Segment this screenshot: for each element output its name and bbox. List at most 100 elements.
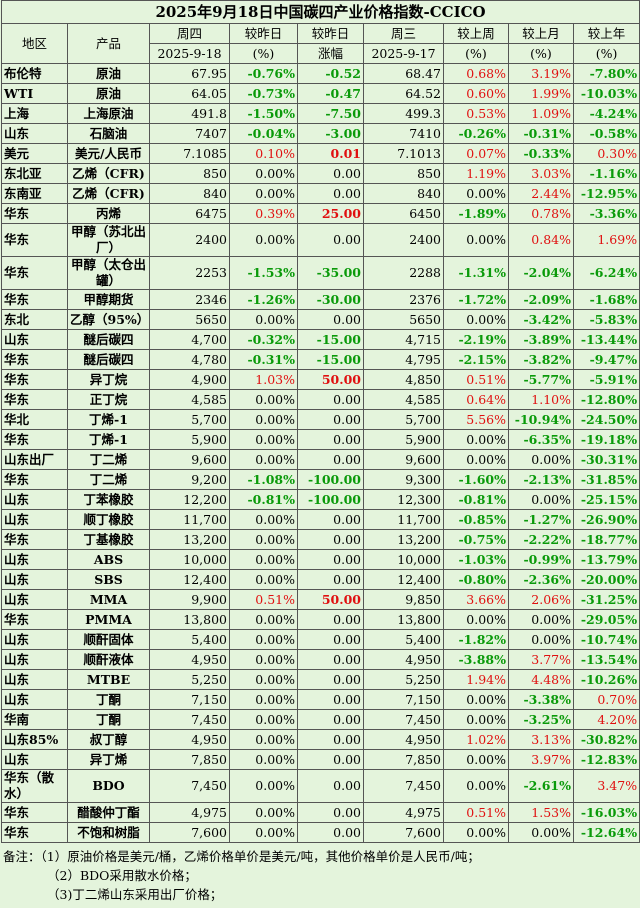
- table-cell: -2.36%: [508, 569, 574, 590]
- table-cell: 3.03%: [508, 163, 574, 184]
- table-cell: 4,950: [363, 729, 444, 750]
- table-cell: -5.83%: [572, 309, 640, 330]
- table-row: 山东 MTBE 5,250 0.00% 0.00 5,250 1.94% 4.48% -10.2…: [1, 669, 640, 690]
- table-cell: MTBE: [67, 669, 150, 690]
- table-cell: 840: [149, 183, 230, 204]
- table-cell: -100.00: [297, 489, 364, 510]
- table-row: 华东 丁基橡胶 13,200 0.00% 0.00 13,200 -0.75% -2.22% -…: [1, 529, 640, 550]
- table-cell: -1.53%: [229, 256, 298, 290]
- table-cell: -7.80%: [572, 63, 640, 84]
- table-cell: 山东: [1, 749, 68, 770]
- table-row: 上海 上海原油 491.8 -1.50% -7.50 499.3 0.53% 1.09% -4.…: [1, 103, 640, 124]
- table-cell: 68.47: [363, 63, 444, 84]
- table-cell: 0.00%: [229, 223, 298, 257]
- note-line: （2）BDO采用散水价格；: [47, 868, 197, 883]
- title: 2025年9月18日中国碳四产业价格指数-CCICO: [0, 0, 640, 24]
- table-row: 华东 甲醇期货 2346 -1.26% -30.00 2376 -1.72% -2.09% -1…: [1, 289, 640, 310]
- table-cell: 华东（散水）: [1, 769, 68, 803]
- table-cell: 2253: [149, 256, 230, 290]
- table-cell: 0.00%: [229, 569, 298, 590]
- table-cell: -0.81%: [229, 489, 298, 510]
- table-cell: -13.44%: [572, 329, 640, 350]
- table-cell: -0.31%: [508, 123, 574, 144]
- table-cell: 0.60%: [443, 83, 509, 104]
- table-cell: 0.00: [297, 769, 364, 803]
- table-cell: 0.00%: [508, 449, 574, 470]
- table-cell: 山东: [1, 589, 68, 610]
- table-cell: -1.89%: [443, 203, 509, 224]
- table-cell: 东北亚: [1, 163, 68, 184]
- table-cell: 0.00: [297, 669, 364, 690]
- table-cell: 5,250: [363, 669, 444, 690]
- table-row: 山东 SBS 12,400 0.00% 0.00 12,400 -0.80% -2.36% -2…: [1, 569, 640, 590]
- table-cell: 50.00: [297, 589, 364, 610]
- table-cell: 0.00%: [229, 449, 298, 470]
- table-cell: -0.99%: [508, 549, 574, 570]
- table-cell: 山东85%: [1, 729, 68, 750]
- table-cell: 0.51%: [443, 802, 509, 823]
- table-cell: 0.00: [297, 569, 364, 590]
- table-cell: 0.00%: [229, 429, 298, 450]
- table-cell: 2346: [149, 289, 230, 310]
- table-cell: 1.03%: [229, 369, 298, 390]
- table-cell: -0.76%: [229, 63, 298, 84]
- table-cell: -7.50: [297, 103, 364, 124]
- table-cell: -2.09%: [508, 289, 574, 310]
- table-cell: 4,585: [149, 389, 230, 410]
- table-cell: 山东: [1, 509, 68, 530]
- table-cell: -16.03%: [572, 802, 640, 823]
- table-cell: 0.00%: [443, 309, 509, 330]
- table-cell: 0.00: [297, 802, 364, 823]
- table-cell: 0.84%: [508, 223, 574, 257]
- table-cell: 叔丁醇: [67, 729, 150, 750]
- header-cell: 地区: [1, 23, 68, 64]
- table-cell: 醚后碳四: [67, 349, 150, 370]
- table-cell: 华东: [1, 822, 68, 843]
- table-cell: -0.75%: [443, 529, 509, 550]
- table-cell: -3.25%: [508, 709, 574, 730]
- table-cell: 0.00%: [443, 769, 509, 803]
- table-cell: 0.00: [297, 449, 364, 470]
- table-cell: 4,850: [363, 369, 444, 390]
- table-cell: -0.81%: [443, 489, 509, 510]
- table-cell: 3.13%: [508, 729, 574, 750]
- table-cell: 0.00: [297, 409, 364, 430]
- table-cell: 7.1013: [363, 143, 444, 164]
- table-cell: -3.00: [297, 123, 364, 144]
- table-row: 华东 甲醇（苏北出厂） 2400 0.00% 0.00 2400 0.00% 0.84% 1.6…: [1, 223, 640, 257]
- table-cell: -2.61%: [508, 769, 574, 803]
- table-cell: 华南: [1, 709, 68, 730]
- table-cell: PMMA: [67, 609, 150, 630]
- table-cell: 7,150: [149, 689, 230, 710]
- table-cell: 华东: [1, 289, 68, 310]
- table-cell: -2.19%: [443, 329, 509, 350]
- table-cell: 0.51%: [443, 369, 509, 390]
- table-cell: 5,250: [149, 669, 230, 690]
- table-cell: 丁酮: [67, 689, 150, 710]
- table-cell: 25.00: [297, 203, 364, 224]
- table-cell: 7,450: [363, 769, 444, 803]
- table-cell: 0.53%: [443, 103, 509, 124]
- table-cell: 5.56%: [443, 409, 509, 430]
- table-cell: 0.00: [297, 389, 364, 410]
- table-row: 华东 不饱和树脂 7,600 0.00% 0.00 7,600 0.00% 0.00% -12.…: [1, 822, 640, 843]
- table-cell: -0.80%: [443, 569, 509, 590]
- table-cell: 0.00%: [443, 822, 509, 843]
- table-row: 东北 乙醇（95%） 5650 0.00% 0.00 5650 0.00% -3.42% -5.…: [1, 309, 640, 330]
- table-cell: 0.00%: [229, 649, 298, 670]
- table-cell: 5,900: [149, 429, 230, 450]
- table-row: 华东（散水） BDO 7,450 0.00% 0.00 7,450 0.00% -2.61% 3…: [1, 769, 640, 803]
- table-cell: -1.26%: [229, 289, 298, 310]
- table-cell: 0.00: [297, 689, 364, 710]
- table-row: 华东 PMMA 13,800 0.00% 0.00 13,800 0.00% 0.00% -29…: [1, 609, 640, 630]
- table-cell: -0.04%: [229, 123, 298, 144]
- table-cell: 美元/人民币: [67, 143, 150, 164]
- table-cell: 甲醇（苏北出厂）: [67, 223, 150, 257]
- table-cell: 0.30%: [572, 143, 640, 164]
- table-cell: -3.89%: [508, 329, 574, 350]
- table-cell: 3.47%: [572, 769, 640, 803]
- table-cell: 0.00%: [508, 609, 574, 630]
- table-cell: -1.27%: [508, 509, 574, 530]
- table-cell: -1.72%: [443, 289, 509, 310]
- table-row: 东北亚 乙烯（CFR) 850 0.00% 0.00 850 1.19% 3.03% -1.16…: [1, 163, 640, 184]
